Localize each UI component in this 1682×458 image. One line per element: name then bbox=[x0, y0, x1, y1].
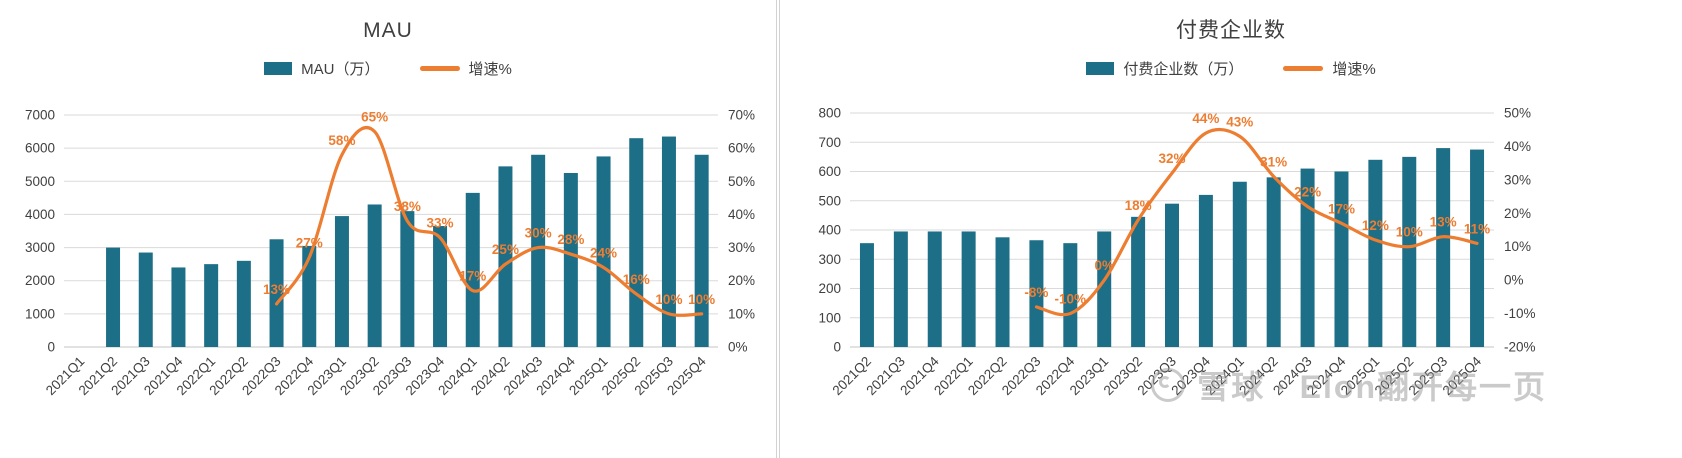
line-data-labels: 13% 27% 58% 65% 38% 33% 17% 25% 30% 28% 24% 16% 10% 1… bbox=[263, 110, 715, 307]
line-swatch-icon bbox=[419, 65, 460, 71]
svg-text:600: 600 bbox=[818, 164, 841, 179]
panel-divider bbox=[776, 0, 780, 458]
svg-text:40%: 40% bbox=[728, 207, 755, 222]
svg-text:500: 500 bbox=[818, 193, 841, 208]
left-axis-labels: 0 1000 2000 3000 4000 5000 6000 7000 bbox=[25, 108, 55, 355]
svg-text:0: 0 bbox=[833, 340, 841, 355]
svg-text:10%: 10% bbox=[1396, 225, 1423, 240]
right-axis-labels: 0% 10% 20% 30% 40% 50% 60% 70% bbox=[728, 108, 755, 355]
svg-text:-10%: -10% bbox=[1055, 292, 1087, 307]
svg-text:2025Q4: 2025Q4 bbox=[1440, 353, 1485, 398]
svg-text:30%: 30% bbox=[1504, 172, 1531, 187]
svg-text:38%: 38% bbox=[394, 199, 421, 214]
mau-plot: 0 1000 2000 3000 4000 5000 6000 7000 0% 10% 20% 30%… bbox=[25, 108, 755, 399]
svg-text:50%: 50% bbox=[728, 174, 755, 189]
line-data-labels: -8% -10% 0% 18% 32% 44% 43% 31% 22% 17% 12% 10% 13% 1… bbox=[1024, 111, 1490, 307]
svg-text:11%: 11% bbox=[1464, 221, 1490, 236]
bar-swatch-icon bbox=[264, 61, 293, 75]
legend-label-paid: 付费企业数（万） bbox=[1123, 60, 1244, 78]
line-swatch-icon bbox=[1283, 65, 1324, 71]
svg-text:13%: 13% bbox=[1430, 215, 1457, 230]
svg-text:32%: 32% bbox=[1158, 151, 1185, 166]
svg-text:800: 800 bbox=[818, 106, 841, 121]
paid-enterprises-chart-panel: 付费企业数 付费企业数（万） 增速% 0 100 200 300 400 500 600 70… bbox=[780, 0, 1682, 458]
x-axis-labels: 2021Q22021Q32021Q42022Q12022Q22022Q32022… bbox=[829, 353, 1484, 398]
svg-text:16%: 16% bbox=[623, 272, 650, 287]
x-axis-labels: 2021Q12021Q22021Q32021Q42022Q12022Q22022… bbox=[43, 353, 709, 398]
bars bbox=[106, 136, 709, 347]
svg-text:3000: 3000 bbox=[25, 240, 55, 255]
svg-text:31%: 31% bbox=[1260, 155, 1287, 170]
svg-text:1000: 1000 bbox=[25, 306, 55, 321]
right-axis-labels: -20% -10% 0% 10% 20% 30% 40% 50% bbox=[1504, 106, 1536, 355]
svg-text:10%: 10% bbox=[1504, 239, 1531, 254]
svg-text:5000: 5000 bbox=[25, 174, 55, 189]
svg-text:65%: 65% bbox=[361, 110, 388, 125]
legend-paid-enterprises: 付费企业数（万） 增速% bbox=[780, 52, 1682, 84]
legend-item-paid-bar: 付费企业数（万） bbox=[1086, 58, 1243, 79]
svg-text:4000: 4000 bbox=[25, 207, 55, 222]
svg-text:10%: 10% bbox=[688, 292, 715, 307]
svg-text:10%: 10% bbox=[728, 306, 755, 321]
gridlines bbox=[64, 114, 718, 348]
svg-text:20%: 20% bbox=[1504, 206, 1531, 221]
svg-text:0: 0 bbox=[47, 340, 55, 355]
svg-text:20%: 20% bbox=[728, 273, 755, 288]
svg-text:100: 100 bbox=[818, 310, 841, 325]
legend-item-mau-bar: MAU（万） bbox=[264, 58, 380, 79]
svg-text:700: 700 bbox=[818, 135, 841, 150]
svg-text:60%: 60% bbox=[728, 141, 755, 156]
mau-chart-panel: MAU MAU（万） 增速% 0 1000 2000 3000 4000 5000 6000… bbox=[0, 0, 776, 458]
bars bbox=[859, 148, 1485, 347]
left-axis-labels: 0 100 200 300 400 500 600 700 800 bbox=[818, 106, 841, 355]
svg-text:50%: 50% bbox=[1504, 106, 1531, 121]
svg-text:6000: 6000 bbox=[25, 141, 55, 156]
svg-text:70%: 70% bbox=[728, 108, 755, 123]
svg-text:18%: 18% bbox=[1125, 198, 1152, 213]
svg-text:400: 400 bbox=[818, 223, 841, 238]
growth-line bbox=[274, 126, 704, 317]
svg-text:2000: 2000 bbox=[25, 273, 55, 288]
legend-item-mau-growth: 增速% bbox=[419, 58, 512, 79]
svg-text:-10%: -10% bbox=[1504, 306, 1536, 321]
svg-text:13%: 13% bbox=[263, 282, 290, 297]
svg-text:40%: 40% bbox=[1504, 139, 1531, 154]
svg-text:17%: 17% bbox=[459, 269, 486, 284]
svg-text:300: 300 bbox=[818, 252, 841, 267]
chart-title-paid-enterprises: 付费企业数 bbox=[1176, 19, 1286, 42]
svg-text:200: 200 bbox=[818, 281, 841, 296]
legend-mau: MAU（万） 增速% bbox=[0, 52, 776, 84]
svg-text:0%: 0% bbox=[1094, 258, 1114, 273]
legend-label-mau: MAU（万） bbox=[301, 60, 380, 78]
svg-text:12%: 12% bbox=[1362, 218, 1389, 233]
paid-enterprises-plot: 0 100 200 300 400 500 600 700 800 -20% -10% 0% 10% 20… bbox=[818, 106, 1536, 399]
svg-text:28%: 28% bbox=[557, 232, 584, 247]
legend-label-growth: 增速% bbox=[1332, 60, 1376, 78]
svg-text:30%: 30% bbox=[728, 240, 755, 255]
svg-text:22%: 22% bbox=[1294, 185, 1321, 200]
svg-text:25%: 25% bbox=[492, 242, 519, 257]
svg-text:44%: 44% bbox=[1192, 111, 1219, 126]
growth-line bbox=[1034, 127, 1479, 317]
svg-text:-8%: -8% bbox=[1024, 285, 1048, 300]
svg-text:0%: 0% bbox=[1504, 273, 1524, 288]
svg-text:-20%: -20% bbox=[1504, 340, 1536, 355]
svg-text:0%: 0% bbox=[728, 340, 748, 355]
chart-title-mau: MAU bbox=[363, 19, 413, 42]
legend-label-growth: 增速% bbox=[468, 60, 512, 78]
svg-text:43%: 43% bbox=[1226, 114, 1253, 129]
svg-text:30%: 30% bbox=[525, 226, 552, 241]
svg-text:33%: 33% bbox=[427, 216, 454, 231]
svg-text:17%: 17% bbox=[1328, 201, 1355, 216]
svg-text:24%: 24% bbox=[590, 245, 617, 260]
svg-text:27%: 27% bbox=[296, 236, 323, 251]
svg-text:10%: 10% bbox=[655, 292, 682, 307]
legend-item-paid-growth: 增速% bbox=[1283, 58, 1376, 79]
bar-swatch-icon bbox=[1086, 61, 1115, 75]
svg-text:58%: 58% bbox=[328, 133, 355, 148]
svg-text:7000: 7000 bbox=[25, 108, 55, 123]
